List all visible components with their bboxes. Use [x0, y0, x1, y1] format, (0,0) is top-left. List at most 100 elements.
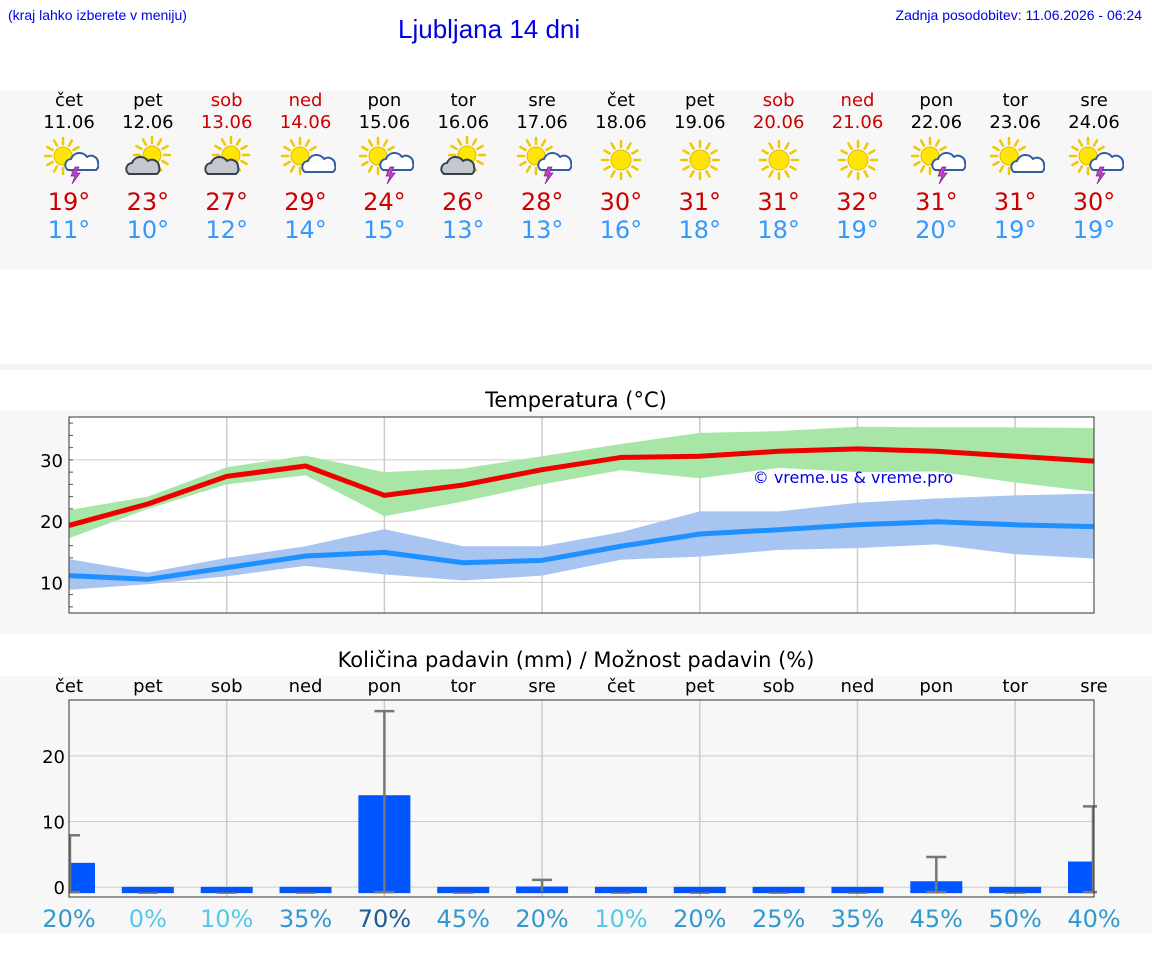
- max-temperature: 31°: [915, 188, 958, 216]
- sun-dark-cloud-icon: [440, 136, 487, 175]
- day-name: čet: [54, 90, 84, 111]
- max-temperature: 19°: [47, 188, 91, 216]
- min-temperature: 19°: [993, 216, 1037, 244]
- precipitation-bar: [200, 886, 253, 894]
- separator: [0, 364, 1152, 370]
- day-name: pon: [367, 90, 402, 111]
- page-title: Ljubljana 14 dni: [398, 14, 581, 44]
- forecast-day: čet 18.06 30° 16°: [581, 90, 661, 244]
- temperature-band: [69, 493, 1094, 590]
- cloud-shape: [1089, 152, 1125, 171]
- precipitation-bar: [594, 886, 647, 894]
- x-tick-label: tor: [450, 676, 476, 697]
- min-temperature: 18°: [757, 216, 800, 244]
- min-temperature: 16°: [599, 216, 643, 244]
- y-tick-label: 20: [40, 512, 63, 533]
- sun-icon: [837, 139, 878, 181]
- location-hint: (kraj lahko izberete v meniju): [8, 7, 187, 23]
- forecast-day: ned 21.06 32° 19°: [818, 90, 898, 244]
- day-name: ned: [840, 90, 875, 111]
- min-temperature: 14°: [284, 216, 327, 244]
- cloud-shape: [440, 156, 476, 175]
- max-temperature: 30°: [1072, 188, 1116, 216]
- precipitation-bar: [69, 862, 95, 894]
- y-tick-label: 10: [42, 812, 65, 833]
- lightning-shape: [385, 166, 397, 185]
- day-name: pet: [133, 90, 163, 111]
- day-name: pon: [919, 90, 954, 111]
- precipitation-bar: [1068, 861, 1094, 894]
- sun-shape: [679, 139, 721, 181]
- max-temperature: 31°: [678, 188, 722, 216]
- min-temperature: 10°: [126, 216, 170, 244]
- precipitation-probability: 35%: [279, 905, 332, 933]
- temperature-line: [68, 446, 1095, 528]
- min-temperature: 19°: [1072, 216, 1116, 244]
- y-tick-label: 10: [40, 573, 63, 594]
- sun-shape: [43, 136, 83, 176]
- forecast-day: ned 14.06 29° 14°: [266, 90, 346, 244]
- precipitation-bar: [121, 886, 174, 894]
- cloud-shape: [537, 152, 573, 171]
- sun-dark-cloud-icon: [204, 136, 250, 175]
- precipitation-probability: 20%: [42, 905, 95, 933]
- min-temperature: 12°: [205, 216, 248, 244]
- x-tick-label: sob: [763, 676, 795, 697]
- precipitation-chart-title: Količina padavin (mm) / Možnost padavin …: [337, 648, 815, 672]
- precipitation-probability: 20%: [515, 905, 568, 933]
- precipitation-probability: 45%: [437, 905, 490, 933]
- x-tick-label: sre: [528, 676, 555, 697]
- day-name: ned: [288, 90, 323, 111]
- x-tick-label: sre: [1080, 676, 1107, 697]
- day-date: 12.06: [122, 112, 174, 133]
- forecast-day: sob 20.06 31° 18°: [739, 90, 819, 244]
- day-date: 20.06: [752, 112, 805, 133]
- last-updated: Zadnja posodobitev: 11.06.2026 - 06:24: [895, 7, 1142, 23]
- max-temperature: 26°: [441, 188, 485, 216]
- precipitation-chart: čet pet sob ned pon tor sre čet pet sob ned pon tor s…: [42, 676, 1121, 933]
- min-temperature: 13°: [441, 216, 485, 244]
- sun-cloud-lightning-icon: [1068, 136, 1125, 185]
- cloud-shape: [64, 152, 99, 171]
- day-date: 19.06: [674, 112, 726, 133]
- x-tick-label: pon: [919, 676, 953, 697]
- plot-frame: [68, 416, 1095, 614]
- sun-icon: [758, 139, 799, 181]
- sun-cloud-lightning-icon: [43, 136, 99, 185]
- lightning-shape: [1095, 166, 1106, 185]
- sun-cloud-lightning-icon: [911, 136, 967, 185]
- min-temperature: 18°: [678, 216, 722, 244]
- day-name: pet: [685, 90, 715, 111]
- day-date: 18.06: [595, 112, 647, 133]
- sun-shape: [600, 139, 642, 181]
- forecast-strip: [0, 90, 1152, 270]
- precipitation-probability: 0%: [129, 905, 167, 933]
- day-date: 17.06: [516, 112, 568, 133]
- x-tick-label: pon: [367, 676, 401, 697]
- cloud-shape: [1010, 154, 1046, 173]
- x-tick-label: ned: [289, 676, 323, 697]
- min-temperature: 11°: [47, 216, 91, 244]
- x-tick-label: pet: [133, 676, 163, 697]
- day-date: 15.06: [358, 112, 411, 133]
- plot-area: [69, 700, 1094, 897]
- precipitation-probability: 45%: [910, 905, 963, 933]
- max-temperature: 27°: [205, 188, 248, 216]
- cloud-shape: [379, 152, 415, 171]
- precipitation-bar: [279, 886, 332, 894]
- lightning-shape: [70, 166, 81, 185]
- precipitation-probability: 40%: [1067, 905, 1120, 933]
- day-date: 14.06: [279, 112, 332, 133]
- day-name: čet: [606, 90, 635, 111]
- x-tick-label: čet: [607, 676, 635, 697]
- temperature-chart-title: Temperatura (°C): [485, 388, 667, 412]
- y-tick-label: 30: [40, 451, 63, 472]
- forecast-day: pon 22.06 31° 20°: [896, 90, 976, 244]
- lightning-shape: [937, 166, 949, 185]
- sun-cloud-lightning-icon: [359, 136, 415, 185]
- sun-shape: [989, 136, 1029, 176]
- precipitation-probability: 10%: [594, 905, 647, 933]
- sun-dark-cloud-icon: [125, 136, 172, 175]
- day-name: sob: [210, 90, 243, 111]
- min-temperature: 15°: [363, 216, 406, 244]
